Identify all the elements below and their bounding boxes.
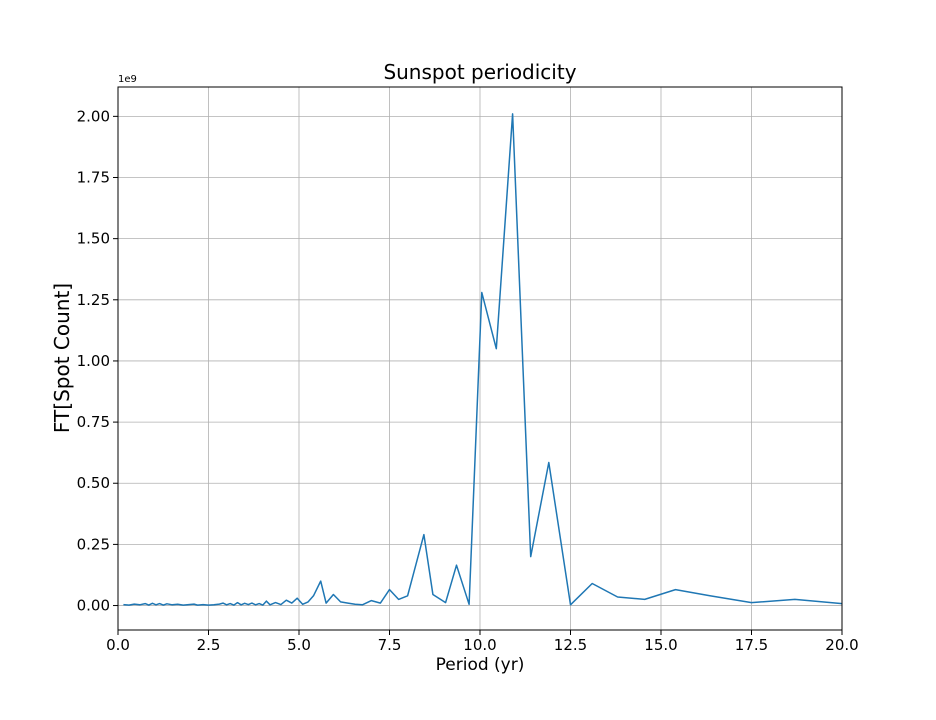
x-tick-label: 7.5	[378, 636, 402, 654]
x-tick-label: 2.5	[197, 636, 221, 654]
y-tick-label: 0.25	[77, 535, 110, 553]
series-layer	[123, 113, 843, 606]
y-tick-label: 1.25	[77, 291, 110, 309]
y-tick-label: 0.75	[77, 413, 110, 431]
grid-lines	[117, 87, 843, 630]
x-tick-label: 17.5	[735, 636, 768, 654]
x-axis-label: Period (yr)	[436, 655, 525, 675]
y-offset-text: 1e9	[118, 74, 137, 85]
y-tick-label: 0.00	[77, 597, 110, 615]
x-tick-label: 0.0	[106, 636, 130, 654]
y-tick-label: 2.00	[77, 107, 110, 125]
series-line-0	[123, 113, 843, 606]
chart-title: Sunspot periodicity	[383, 60, 576, 84]
y-axis-label: FT[Spot Count]	[50, 283, 74, 433]
y-tick-label: 0.50	[77, 474, 110, 492]
x-tick-label: 10.0	[463, 636, 496, 654]
y-tick-label: 1.50	[77, 230, 110, 248]
x-tick-label: 15.0	[644, 636, 677, 654]
plot-frame	[117, 86, 843, 631]
axis-ticks: 0.0 2.5 5.0 7.5 10.0 12.5 15.0 17.5 20.0 0.00 0.25…	[77, 107, 859, 654]
y-tick-label: 1.00	[77, 352, 110, 370]
x-tick-label: 20.0	[825, 636, 858, 654]
x-tick-label: 5.0	[287, 636, 311, 654]
y-tick-label: 1.75	[77, 169, 110, 187]
x-tick-label: 12.5	[554, 636, 587, 654]
